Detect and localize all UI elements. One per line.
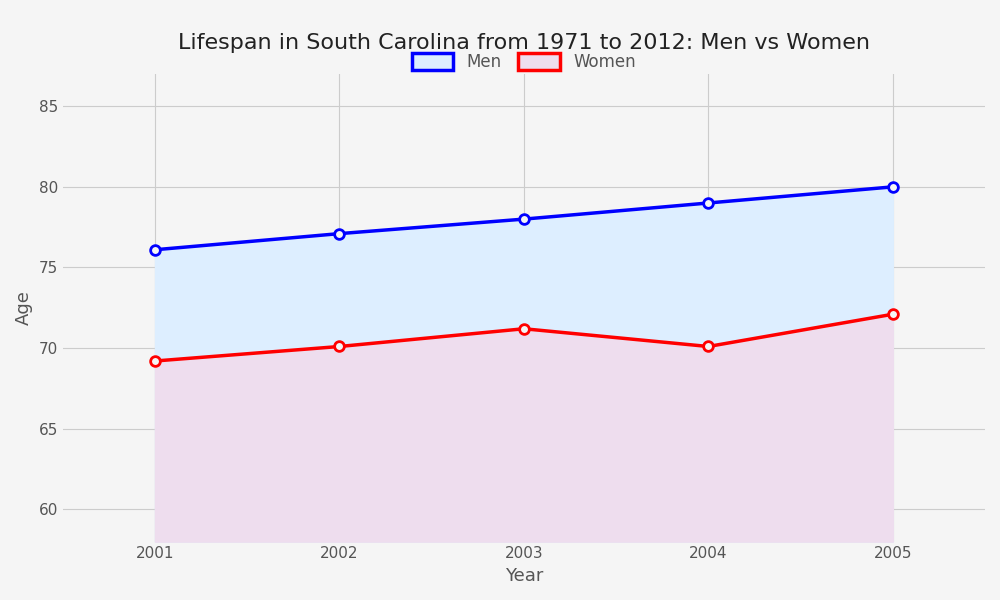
X-axis label: Year: Year <box>505 567 543 585</box>
Title: Lifespan in South Carolina from 1971 to 2012: Men vs Women: Lifespan in South Carolina from 1971 to … <box>178 33 870 53</box>
Legend: Men, Women: Men, Women <box>403 45 644 80</box>
Y-axis label: Age: Age <box>15 290 33 325</box>
